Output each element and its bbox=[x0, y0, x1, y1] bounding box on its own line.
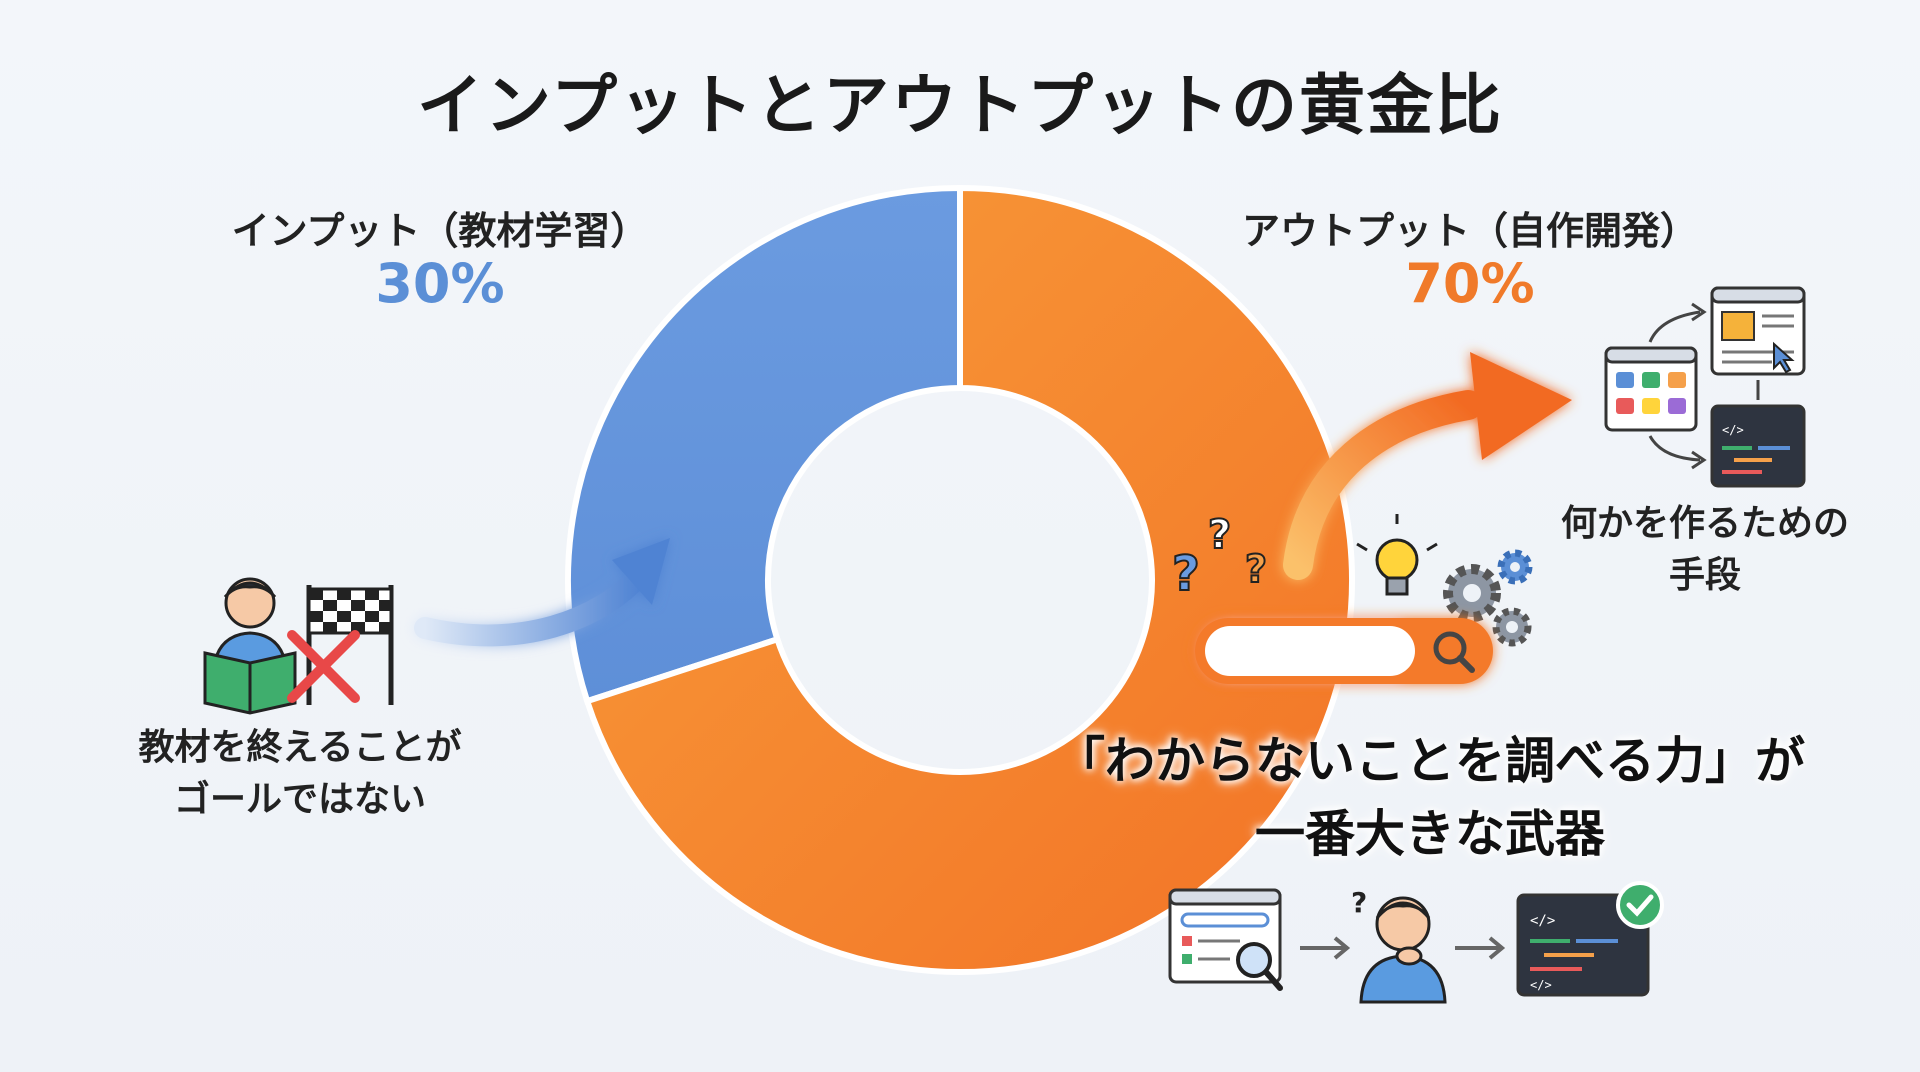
lightbulb-icon bbox=[1356, 514, 1438, 596]
flow-arrows bbox=[1648, 302, 1760, 470]
input-slice-value: 30% bbox=[375, 252, 505, 315]
code-window-icon: </> bbox=[1710, 404, 1806, 488]
thinking-person-icon: ? bbox=[1351, 886, 1447, 1004]
app-grid-window-icon bbox=[1604, 346, 1698, 432]
right-caption: 何かを作るための 手段 bbox=[1520, 498, 1890, 602]
left-caption: 教材を終えることが ゴールではない bbox=[80, 722, 520, 826]
question-marks-icon: ? ? ? bbox=[1171, 511, 1268, 603]
svg-text:</>: </> bbox=[1722, 423, 1744, 437]
curved-arrow-icon bbox=[1283, 352, 1572, 580]
bottom-caption: 「わからないことを調べる力」が 一番大きな武器 bbox=[1000, 725, 1860, 870]
red-x-icon bbox=[287, 630, 360, 703]
input-slice-label: インプット（教材学習） bbox=[231, 209, 649, 253]
search-document-icon bbox=[1168, 888, 1283, 991]
search-bar-icon bbox=[1195, 618, 1493, 684]
bottom-caption-line2: 一番大きな武器 bbox=[1255, 804, 1605, 863]
checkered-flag-icon bbox=[306, 585, 394, 705]
right-caption-line2: 手段 bbox=[1668, 555, 1741, 597]
left-caption-line2: ゴールではない bbox=[173, 779, 426, 821]
svg-text:?: ? bbox=[1208, 512, 1231, 558]
output-slice-value: 70% bbox=[1405, 252, 1535, 315]
curved-arrow-icon bbox=[414, 538, 670, 647]
left-caption-line1: 教材を終えることが bbox=[138, 727, 462, 768]
gears-icon bbox=[1443, 549, 1533, 647]
page-title: インプットとアウトプットの黄金比 bbox=[416, 67, 1504, 144]
flow-arrows bbox=[1300, 936, 1506, 960]
right-caption-line1: 何かを作るための bbox=[1560, 503, 1849, 544]
code-check-window-icon: </> </> bbox=[1516, 881, 1664, 997]
output-slice-label: アウトプット（自作開発） bbox=[1241, 209, 1698, 253]
web-page-window-icon bbox=[1710, 286, 1806, 376]
input-slice bbox=[565, 184, 963, 705]
svg-text:</>: </> bbox=[1530, 978, 1552, 992]
reading-person-icon bbox=[203, 577, 297, 715]
svg-text:?: ? bbox=[1351, 886, 1367, 919]
svg-text:?: ? bbox=[1172, 546, 1200, 602]
svg-text:?: ? bbox=[1245, 547, 1267, 591]
svg-text:</>: </> bbox=[1530, 913, 1555, 929]
bottom-caption-line1: 「わからないことを調べる力」が bbox=[1055, 732, 1805, 790]
